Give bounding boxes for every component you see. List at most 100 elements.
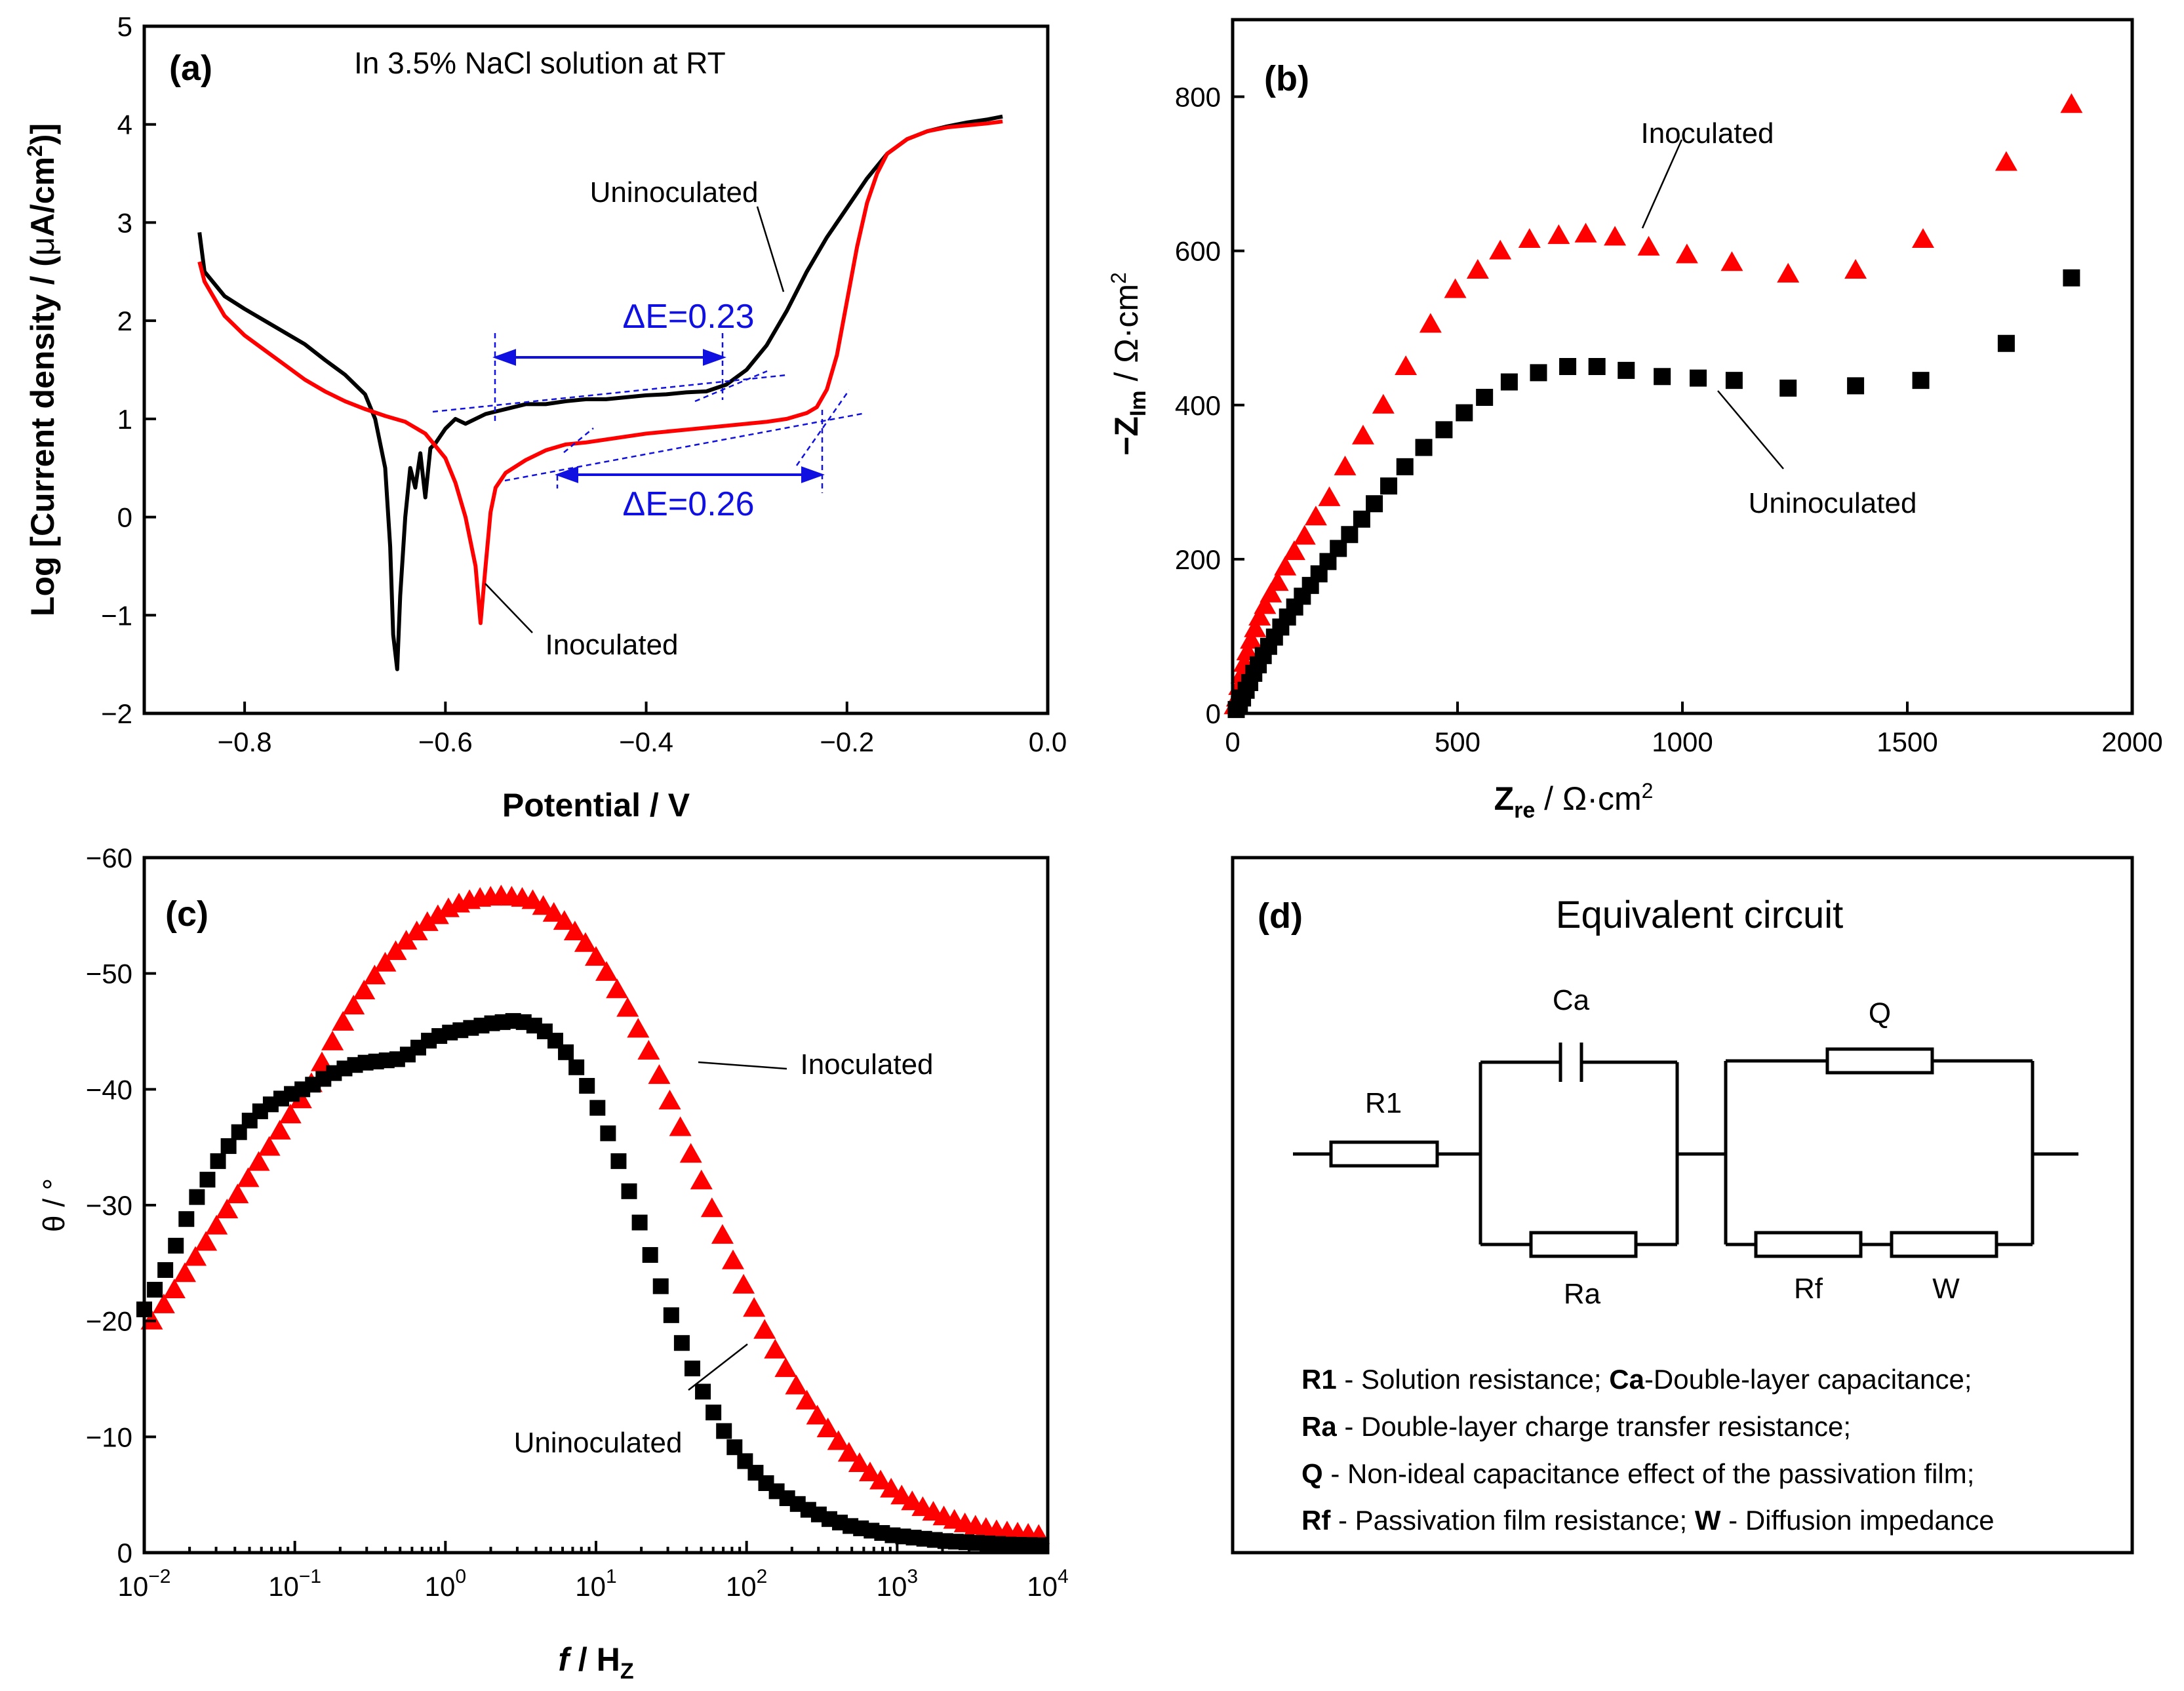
panel-c-point-inoculated [279, 1104, 302, 1124]
panel-c-point-inoculated [869, 1469, 892, 1490]
panel-b-point-inoculated [1254, 594, 1277, 614]
panel-c-point-inoculated [563, 921, 586, 941]
panel-a-chart: −0.8 −0.6 −0.4 −0.2 0.0 −2 −1 0 1 2 3 4 5 ΔE=0.23 ΔE… [23, 11, 1067, 824]
panel-c-point-inoculated [648, 1064, 671, 1084]
panel-c-point-inoculated [637, 1040, 660, 1060]
panel-b-point-inoculated [1489, 239, 1512, 260]
panel-c-x-tick-label: 104 [1027, 1566, 1068, 1602]
panel-d-title: Equivalent circuit [1556, 894, 1843, 936]
panel-c-point-inoculated [658, 1090, 681, 1109]
panel-c-point-inoculated [606, 978, 629, 999]
circuit-label-ca: Ca [1553, 984, 1590, 1016]
panel-b-series [1223, 93, 2083, 719]
panel-c-point-inoculated [332, 1010, 355, 1031]
panel-c-point-inoculated [553, 910, 576, 930]
panel-b-point-inoculated [1240, 629, 1263, 649]
panel-c-point-uninoculated [726, 1439, 743, 1456]
panel-c-point-inoculated [384, 940, 407, 961]
panel-b-point-uninoculated [1588, 358, 1606, 375]
panel-b-point-uninoculated [1500, 373, 1518, 391]
panel-c-chart: 10−2 10−1 100 101 102 103 104 0 −10 −20 −30 −40 −50 −… [37, 843, 1069, 1684]
panel-a-y-tick-label: −2 [101, 698, 132, 729]
panel-c-point-uninoculated [631, 1214, 648, 1231]
panel-b-inoculated-label: Inoculated [1640, 117, 1774, 149]
panel-c-point-uninoculated [568, 1059, 585, 1075]
panel-b-x-tick-label: 0 [1225, 726, 1240, 757]
panel-c-ticks: 10−2 10−1 100 101 102 103 104 0 −10 −20 −30 −40 −50 −… [86, 843, 1069, 1602]
panel-c-point-inoculated [816, 1417, 839, 1437]
panel-c-point-uninoculated [695, 1383, 711, 1400]
panel-c-point-uninoculated [621, 1183, 637, 1199]
panel-c-x-tick-label: 100 [425, 1566, 466, 1602]
panel-c-x-tick-label: 10−2 [118, 1566, 171, 1602]
panel-c-y-tick-label: 0 [117, 1538, 132, 1568]
panel-b-point-inoculated [1637, 235, 1660, 256]
panel-c-point-inoculated [732, 1273, 755, 1294]
panel-c-point-uninoculated [673, 1335, 690, 1351]
panel-c-point-inoculated [827, 1430, 850, 1450]
panel-c-point-uninoculated [684, 1361, 700, 1377]
panel-d-label: (d) [1258, 896, 1303, 936]
panel-c-point-inoculated [837, 1442, 860, 1462]
panel-a-inoc-leader [485, 583, 533, 633]
panel-b-point-uninoculated [1435, 421, 1453, 439]
panel-b-x-tick-label: 2000 [2101, 726, 2162, 757]
panel-c-point-inoculated [542, 902, 565, 922]
panel-a-y-axis-title: Log [Current density / (μA/cm2)] [23, 123, 61, 616]
panel-c-point-inoculated [163, 1278, 186, 1298]
panel-c-point-inoculated [700, 1197, 723, 1218]
panel-c-point-uninoculated [600, 1125, 616, 1142]
panel-a-frame [142, 24, 1050, 715]
panel-b-point-inoculated [1844, 259, 1867, 279]
panel-c-point-uninoculated [663, 1307, 679, 1323]
panel-a-y-tick-label: 4 [117, 109, 132, 140]
panel-b-point-uninoculated [1690, 369, 1707, 387]
panel-c-point-inoculated [574, 932, 597, 952]
panel-b-inoc-leader [1641, 139, 1683, 229]
panel-c-point-inoculated [753, 1319, 776, 1339]
panel-b-point-inoculated [1244, 617, 1267, 637]
panel-a-series-uninoculated [197, 114, 1003, 671]
panel-b-uninoc-leader [1717, 390, 1784, 469]
panel-c-x-tick-label: 10−1 [268, 1566, 321, 1602]
panel-b-point-inoculated [1248, 606, 1271, 626]
panel-b-point-uninoculated [1456, 404, 1473, 422]
panel-b-y-tick-label: 800 [1175, 82, 1221, 113]
panel-b-point-uninoculated [1847, 377, 1865, 395]
panel-a-y-tick-label: 5 [117, 11, 132, 42]
panel-c-x-axis-title: f / HZ [558, 1641, 633, 1684]
panel-b-y-tick-label: 600 [1175, 236, 1221, 267]
panel-b-point-uninoculated [1380, 477, 1398, 495]
panel-b-point-inoculated [1282, 540, 1305, 561]
panel-a-tangent-lines [432, 333, 866, 493]
panel-b-uninoculated-label: Uninoculated [1749, 487, 1917, 519]
panel-a-x-tick-label: −0.4 [619, 726, 673, 757]
panel-c-point-inoculated [595, 961, 618, 981]
panel-b-point-inoculated [1444, 278, 1467, 298]
panel-c-point-uninoculated [558, 1044, 574, 1060]
panel-a-y-tick-label: 0 [117, 502, 132, 533]
panel-c-point-inoculated [795, 1389, 818, 1410]
panel-b-point-inoculated [1720, 251, 1743, 271]
panel-a-x-tick-label: 0.0 [1029, 726, 1067, 757]
panel-a-x-tick-label: −0.6 [418, 726, 473, 757]
panel-c-point-inoculated [774, 1357, 797, 1378]
panel-b-chart: 0 500 1000 1500 2000 0 200 400 600 800 Inoculated… [1107, 18, 2163, 823]
panel-c-y-axis-title: θ / ° [37, 1178, 71, 1232]
panel-c-point-uninoculated [157, 1262, 174, 1278]
panel-b-point-uninoculated [1997, 334, 2015, 352]
panel-c-point-uninoculated [147, 1281, 163, 1298]
panel-b-point-inoculated [1574, 222, 1597, 243]
panel-b-point-uninoculated [1618, 361, 1635, 379]
panel-c-point-inoculated [669, 1116, 692, 1136]
panel-c-point-inoculated [363, 965, 386, 985]
panel-b-x-axis-title: Zre / Ω·cm2 [1494, 779, 1654, 823]
panel-c-point-uninoculated [199, 1172, 216, 1188]
panel-c-point-inoculated [532, 895, 555, 915]
panel-c-point-inoculated [764, 1338, 787, 1359]
panel-b-point-inoculated [1293, 525, 1316, 545]
panel-b-point-inoculated [1547, 224, 1570, 245]
panel-c-point-inoculated [342, 995, 365, 1015]
panel-b-point-uninoculated [1396, 458, 1414, 475]
panel-c-point-inoculated [258, 1136, 281, 1156]
